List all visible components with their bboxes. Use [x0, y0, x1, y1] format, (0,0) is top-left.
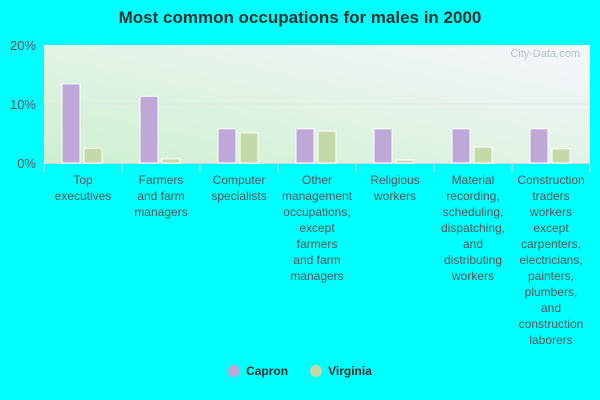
- bar-virginia: [317, 130, 337, 164]
- watermark: City-Data.com: [510, 48, 580, 60]
- x-tick-label: Other management occupations, except farmers…: [282, 173, 353, 283]
- bar-virginia: [395, 159, 415, 164]
- x-tick-label: Religious workers: [370, 173, 419, 203]
- bar-virginia: [83, 147, 103, 164]
- y-tick-label: 0%: [17, 156, 36, 171]
- x-tick-label: Farmers and farm managers: [134, 173, 187, 219]
- bar-capron: [529, 128, 549, 164]
- bar-capron: [295, 128, 315, 164]
- bar-capron: [217, 128, 237, 164]
- bar-capron: [451, 128, 471, 164]
- y-tick-label: 20%: [10, 38, 36, 53]
- bar-capron: [139, 95, 159, 164]
- bar-capron: [373, 128, 393, 164]
- bar-virginia: [239, 132, 259, 164]
- bar-virginia: [551, 148, 571, 164]
- legend-item-capron: Capron: [228, 364, 288, 378]
- x-tick-label: Material recording, scheduling, dispatching…: [441, 173, 505, 283]
- legend-item-virginia: Virginia: [310, 364, 372, 378]
- legend-label: Capron: [246, 364, 289, 378]
- legend-swatch: [310, 365, 323, 377]
- bar-chart: City-Data.com 0% 10% 20% Top executives Farmer…: [10, 38, 591, 347]
- chart-title: Most common occupations for males in 200…: [118, 8, 482, 27]
- legend-label: Virginia: [328, 364, 372, 378]
- x-tick-label: Computer specialists: [211, 173, 266, 203]
- legend: Capron Virginia: [0, 364, 600, 378]
- x-tick-label: Construction traders workers except carpente…: [517, 173, 584, 347]
- x-tick-label: Top executives: [55, 173, 112, 203]
- y-tick-label: 10%: [10, 97, 36, 112]
- legend-swatch: [228, 365, 241, 377]
- bar-capron: [61, 83, 81, 164]
- bar-virginia: [161, 158, 181, 164]
- bar-virginia: [473, 146, 493, 164]
